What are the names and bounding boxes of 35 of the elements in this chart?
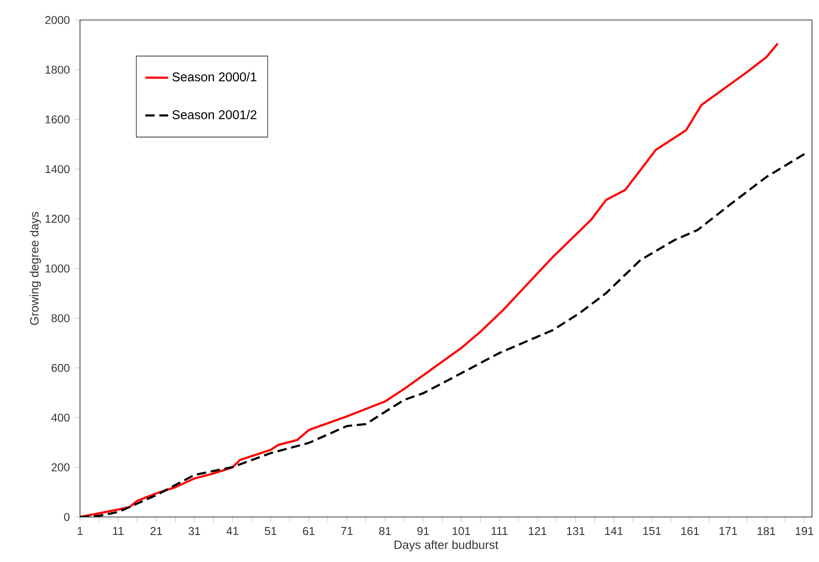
y-tick-label: 1800 xyxy=(46,66,70,74)
legend-label: Season 2001/2 xyxy=(172,110,256,120)
y-tick-label: 800 xyxy=(52,314,70,322)
x-tick-label: 31 xyxy=(188,527,200,536)
x-axis-title: Days after budburst xyxy=(394,540,498,552)
y-tick-label: 0 xyxy=(64,512,70,522)
y-axis-title: Growing degree days xyxy=(30,212,41,325)
x-tick-label: 81 xyxy=(379,527,391,536)
y-tick-label: 200 xyxy=(52,463,70,472)
x-tick-label: 191 xyxy=(796,527,814,536)
x-tick-label: 111 xyxy=(492,527,508,535)
legend-label: Season 2000/1 xyxy=(172,72,256,82)
x-tick-label: 21 xyxy=(150,527,162,535)
x-tick-label: 41 xyxy=(226,527,238,535)
y-tick-label: 1200 xyxy=(46,214,70,223)
y-tick-label: 400 xyxy=(51,414,70,422)
x-tick-label: 61 xyxy=(303,527,314,536)
x-tick-label: 71 xyxy=(341,527,353,535)
x-tick-label: 141 xyxy=(605,527,623,535)
x-tick-label: 161 xyxy=(681,527,699,536)
x-tick-label: 121 xyxy=(528,527,546,535)
y-tick-label: 1600 xyxy=(46,115,70,124)
x-tick-label: 11 xyxy=(113,527,124,535)
x-tick-label: 171 xyxy=(720,527,738,535)
x-tick-label: 51 xyxy=(264,527,276,535)
y-tick-label: 2000 xyxy=(45,16,70,24)
y-tick-label: 600 xyxy=(52,364,70,372)
x-tick-label: 131 xyxy=(567,527,585,536)
x-tick-label: 181 xyxy=(758,527,776,536)
x-tick-label: 151 xyxy=(643,527,661,535)
x-tick-label: 91 xyxy=(417,527,429,536)
y-tick-label: 1400 xyxy=(46,165,70,174)
y-tick-label: 1000 xyxy=(46,264,70,273)
x-tick-label: 101 xyxy=(452,527,470,536)
x-tick-label: 1 xyxy=(78,527,83,535)
